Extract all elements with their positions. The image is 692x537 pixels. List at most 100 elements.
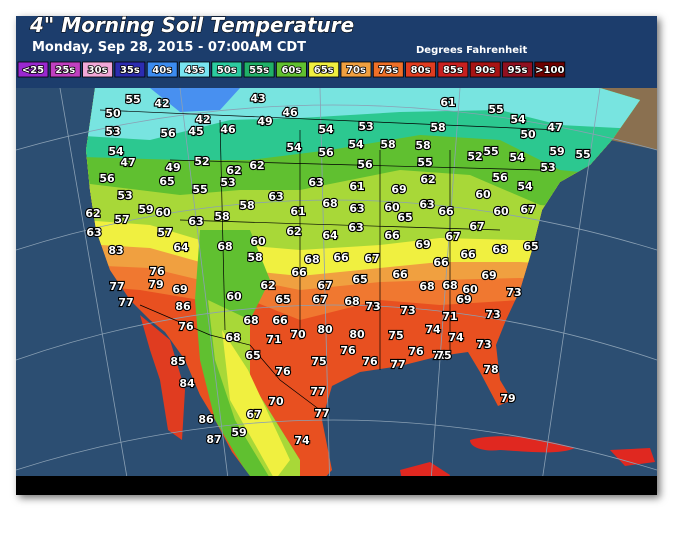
- station-value: 66: [291, 266, 307, 279]
- station-value: 73: [476, 338, 491, 351]
- station-value: 59: [138, 203, 153, 216]
- station-value: 68: [322, 197, 337, 210]
- legend-swatch: [502, 61, 533, 78]
- station-value: 62: [420, 173, 435, 186]
- station-value: 47: [120, 156, 135, 169]
- station-value: 69: [456, 293, 471, 306]
- station-value: 63: [268, 190, 283, 203]
- station-value: 76: [178, 320, 194, 333]
- baja: [140, 315, 185, 440]
- station-value: 55: [125, 93, 140, 106]
- legend-swatch: [275, 61, 307, 78]
- station-value: 66: [433, 256, 449, 269]
- temperature-bands: [86, 88, 640, 492]
- station-value: 67: [317, 279, 332, 292]
- legend-swatch: [372, 61, 404, 78]
- station-value: 55: [417, 156, 432, 169]
- station-value: 83: [108, 244, 123, 257]
- station-value: 71: [442, 310, 457, 323]
- legend-label: 40s: [152, 65, 172, 76]
- station-value: 50: [520, 128, 536, 141]
- station-value: 67: [364, 252, 379, 265]
- station-value: 75: [311, 355, 326, 368]
- station-value: 84: [179, 377, 195, 390]
- legend-swatch: [82, 61, 113, 78]
- station-value: 70: [268, 395, 284, 408]
- station-value: 86: [198, 413, 214, 426]
- legend-label: 50s: [217, 65, 237, 76]
- station-value: 56: [318, 146, 334, 159]
- station-value: 64: [173, 241, 189, 254]
- legend-swatch: [146, 61, 178, 78]
- station-value: 43: [250, 92, 265, 105]
- station-value: 50: [105, 107, 121, 120]
- station-value: 69: [481, 269, 496, 282]
- station-value: 53: [540, 161, 555, 174]
- legend-swatch: [437, 61, 469, 78]
- station-value: 68: [243, 314, 258, 327]
- legend-label: 60s: [281, 65, 301, 76]
- station-value: 58: [239, 199, 254, 212]
- legend-label: 70s: [346, 65, 366, 76]
- legend-swatch: [17, 61, 49, 78]
- station-value: 58: [430, 121, 445, 134]
- station-value: 53: [220, 176, 235, 189]
- station-value: 66: [384, 229, 400, 242]
- station-value: 63: [86, 226, 101, 239]
- legend-swatch: [114, 61, 146, 78]
- legend-swatch: [179, 61, 210, 78]
- station-value: 57: [157, 226, 172, 239]
- station-value: 52: [467, 150, 482, 163]
- station-value: 49: [257, 115, 272, 128]
- station-value: 45: [188, 125, 203, 138]
- station-value: 65: [352, 273, 367, 286]
- graticule: [16, 88, 657, 495]
- station-value: 53: [105, 125, 120, 138]
- station-value: 59: [231, 426, 246, 439]
- station-value: 80: [349, 328, 365, 341]
- station-value: 62: [286, 225, 301, 238]
- station-value: 47: [547, 121, 562, 134]
- station-value: 71: [266, 333, 281, 346]
- station-value: 54: [318, 123, 334, 136]
- legend: <25 25s 30s 35s 40s 45s 50s 55s 60s 65s 70s 75s 80s 8…: [17, 61, 565, 78]
- station-value: 77: [109, 280, 124, 293]
- station-value: 42: [154, 97, 169, 110]
- hispaniola: [610, 448, 655, 466]
- station-value: 68: [217, 240, 232, 253]
- station-value: 69: [172, 283, 187, 296]
- legend-swatch: [340, 61, 372, 78]
- legend-label: 45s: [185, 65, 205, 76]
- station-value: 60: [475, 188, 491, 201]
- station-value: 76: [275, 365, 291, 378]
- station-value: 68: [304, 253, 319, 266]
- legend-label: 65s: [314, 65, 334, 76]
- station-value: 54: [509, 151, 525, 164]
- station-value: 53: [117, 189, 132, 202]
- station-value: 60: [155, 206, 171, 219]
- station-value: 75: [388, 329, 403, 342]
- station-value: 56: [99, 172, 115, 185]
- station-value: 65: [245, 349, 260, 362]
- station-value: 46: [282, 106, 298, 119]
- station-value: 60: [226, 290, 242, 303]
- station-value: 52: [194, 155, 209, 168]
- station-value: 68: [442, 279, 457, 292]
- legend-swatch: [308, 61, 340, 78]
- subtitle: Monday, Sep 28, 2015 - 07:00AM CDT: [32, 40, 306, 55]
- station-value: 63: [188, 215, 203, 228]
- legend-swatch: [243, 61, 275, 78]
- station-value: 55: [575, 148, 590, 161]
- station-value: 68: [225, 331, 240, 344]
- station-value: 67: [246, 408, 261, 421]
- station-value: 63: [349, 202, 364, 215]
- station-value: 68: [492, 243, 507, 256]
- station-value: 69: [391, 183, 406, 196]
- station-value: 62: [226, 164, 241, 177]
- station-value: 67: [520, 203, 535, 216]
- station-value: 76: [362, 355, 378, 368]
- station-value: 61: [290, 205, 305, 218]
- station-value: 68: [419, 280, 434, 293]
- legend-label: 25s: [55, 65, 75, 76]
